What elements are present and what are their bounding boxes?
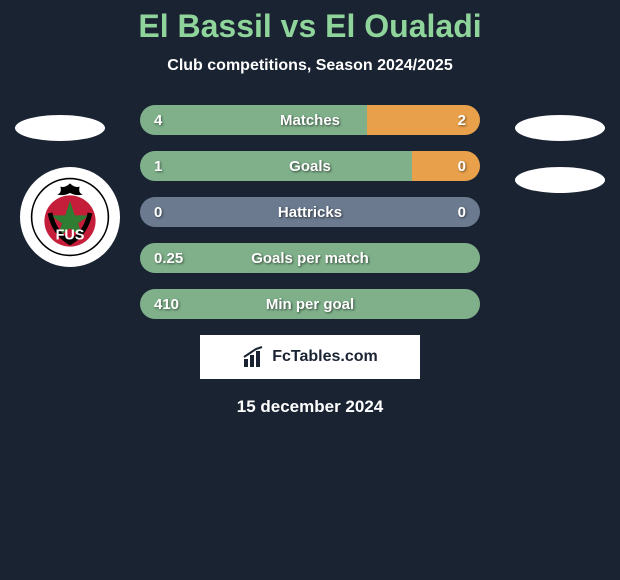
stat-right-value: 2 [367,105,480,135]
stat-bars: 42Matches 10Goals 00Hattricks 0.25Goals per… [140,105,480,319]
stat-right-value: 0 [412,151,480,181]
stat-left-value: 410 [140,289,466,319]
svg-text:FUS: FUS [56,227,85,243]
watermark-text: FcTables.com [272,348,378,366]
stat-right-value: 0 [458,197,480,227]
stat-right-value [466,289,480,319]
page-subtitle: Club competitions, Season 2024/2025 [0,57,620,75]
stat-row: 42Matches [140,105,480,135]
stat-left-value: 4 [140,105,367,135]
page-title: El Bassil vs El Oualadi [0,0,620,45]
stat-row: 10Goals [140,151,480,181]
stat-row: 00Hattricks [140,197,480,227]
watermark-badge: FcTables.com [200,335,420,379]
stat-left-value: 0 [140,197,458,227]
stat-left-value: 0.25 [140,243,466,273]
player-left-avatar-placeholder [15,115,105,141]
chart-icon [242,345,266,369]
player-right-club-placeholder [515,167,605,193]
footer-date: 15 december 2024 [0,397,620,417]
player-right-avatar-placeholder [515,115,605,141]
stat-row: 0.25Goals per match [140,243,480,273]
stat-left-value: 1 [140,151,412,181]
comparison-panel: FUS 42Matches 10Goals 00Hattricks 0.25Goals… [0,105,620,417]
stat-right-value [466,243,480,273]
player-left-club-badge: FUS [20,167,120,267]
fus-badge-icon: FUS [30,177,110,257]
stat-row: 410Min per goal [140,289,480,319]
